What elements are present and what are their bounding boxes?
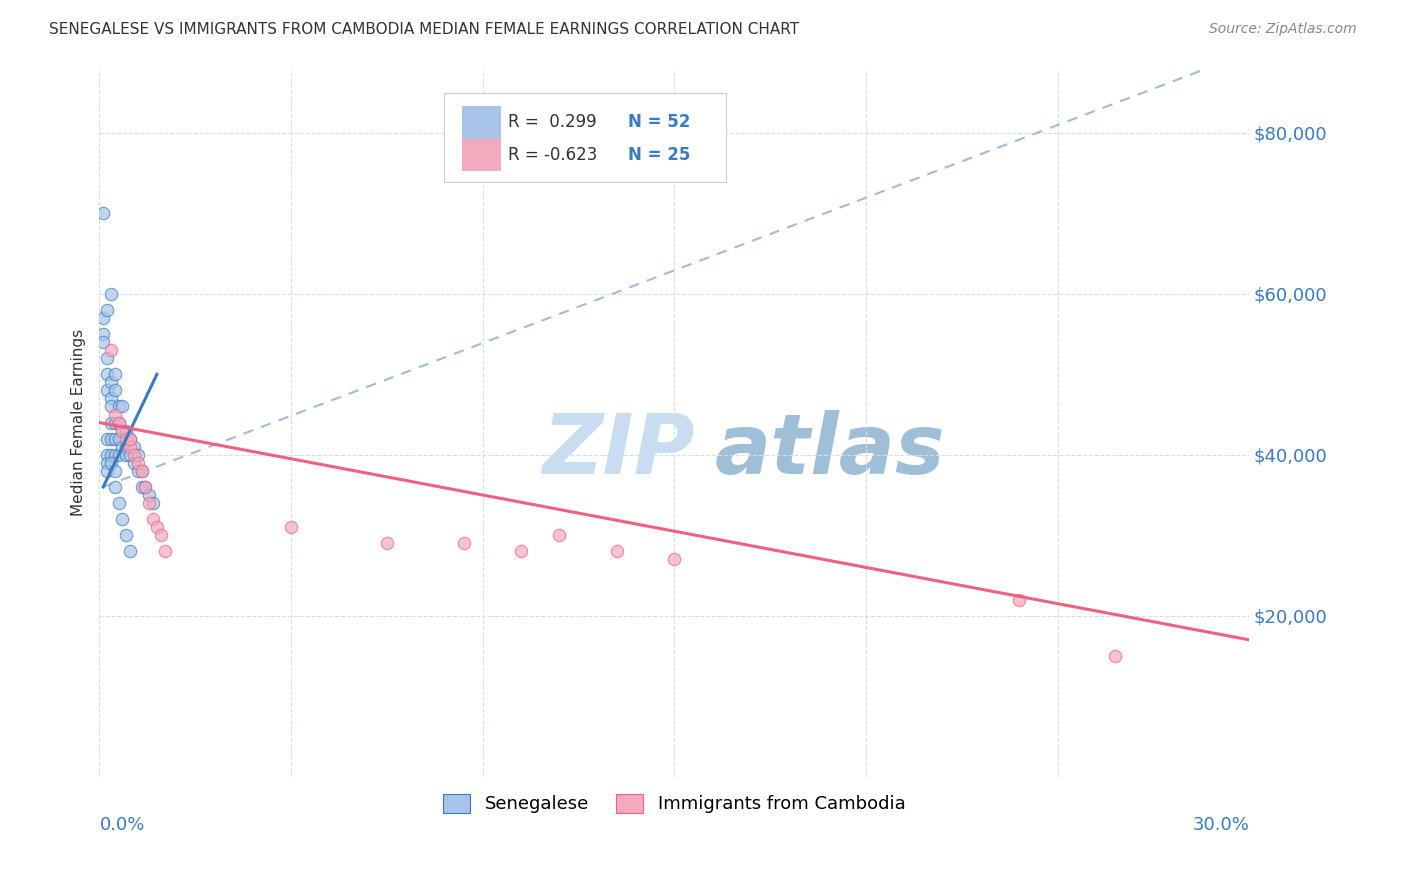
Point [146, 520, 169, 534]
Point [107, 448, 129, 462]
Point [134, 480, 156, 494]
Point [664, 552, 686, 566]
Point [111, 424, 134, 438]
FancyBboxPatch shape [461, 106, 501, 138]
Point [96, 384, 118, 398]
Point [115, 440, 138, 454]
FancyBboxPatch shape [461, 138, 501, 171]
Point [142, 512, 165, 526]
Point [131, 480, 153, 494]
Point [100, 376, 122, 390]
Point [142, 496, 165, 510]
Point [96, 448, 118, 462]
FancyBboxPatch shape [444, 94, 725, 182]
Point [115, 448, 138, 462]
Point [104, 480, 127, 494]
Point [127, 464, 149, 478]
Point [96, 302, 118, 317]
Point [100, 456, 122, 470]
Point [111, 400, 134, 414]
Point [96, 351, 118, 366]
Text: R =  0.299: R = 0.299 [508, 113, 596, 131]
Point [120, 432, 142, 446]
Point [122, 440, 145, 454]
Point [111, 512, 134, 526]
Point [122, 456, 145, 470]
Point [96, 456, 118, 470]
Text: R = -0.623: R = -0.623 [508, 146, 598, 164]
Point [104, 408, 127, 422]
Point [104, 416, 127, 430]
Point [375, 536, 398, 550]
Point [100, 432, 122, 446]
Point [138, 488, 160, 502]
Point [107, 432, 129, 446]
Point [107, 496, 129, 510]
Point [100, 392, 122, 406]
Point [138, 496, 160, 510]
Text: atlas: atlas [714, 410, 945, 491]
Point [120, 544, 142, 558]
Point [104, 432, 127, 446]
Point [104, 448, 127, 462]
Point [149, 528, 172, 542]
Point [104, 368, 127, 382]
Point [100, 448, 122, 462]
Text: ZIP: ZIP [543, 410, 695, 491]
Point [100, 416, 122, 430]
Point [120, 440, 142, 454]
Text: Source: ZipAtlas.com: Source: ZipAtlas.com [1209, 22, 1357, 37]
Point [134, 480, 156, 494]
Point [111, 424, 134, 438]
Text: N = 52: N = 52 [628, 113, 690, 131]
Point [548, 528, 571, 542]
Point [120, 432, 142, 446]
Text: SENEGALESE VS IMMIGRANTS FROM CAMBODIA MEDIAN FEMALE EARNINGS CORRELATION CHART: SENEGALESE VS IMMIGRANTS FROM CAMBODIA M… [49, 22, 800, 37]
Point [107, 416, 129, 430]
Point [153, 544, 176, 558]
Legend: Senegalese, Immigrants from Cambodia: Senegalese, Immigrants from Cambodia [436, 787, 912, 821]
Point [510, 544, 533, 558]
Point [453, 536, 475, 550]
Point [606, 544, 628, 558]
Point [104, 464, 127, 478]
Text: N = 25: N = 25 [628, 146, 690, 164]
Point [131, 464, 153, 478]
Point [100, 400, 122, 414]
Point [127, 456, 149, 470]
Point [1008, 592, 1031, 607]
Text: 30.0%: 30.0% [1192, 815, 1249, 833]
Point [96, 464, 118, 478]
Point [100, 343, 122, 358]
Y-axis label: Median Female Earnings: Median Female Earnings [72, 329, 86, 516]
Point [122, 448, 145, 462]
Text: 0.0%: 0.0% [100, 815, 145, 833]
Point [280, 520, 302, 534]
Point [127, 448, 149, 462]
Point [107, 416, 129, 430]
Point [100, 286, 122, 301]
Point [107, 400, 129, 414]
Point [120, 448, 142, 462]
Point [104, 384, 127, 398]
Point [131, 464, 153, 478]
Point [111, 440, 134, 454]
Point [115, 432, 138, 446]
Point [1104, 648, 1126, 663]
Point [91, 206, 114, 220]
Point [91, 310, 114, 325]
Point [91, 327, 114, 342]
Point [115, 424, 138, 438]
Point [115, 528, 138, 542]
Point [91, 335, 114, 350]
Point [96, 368, 118, 382]
Point [96, 432, 118, 446]
